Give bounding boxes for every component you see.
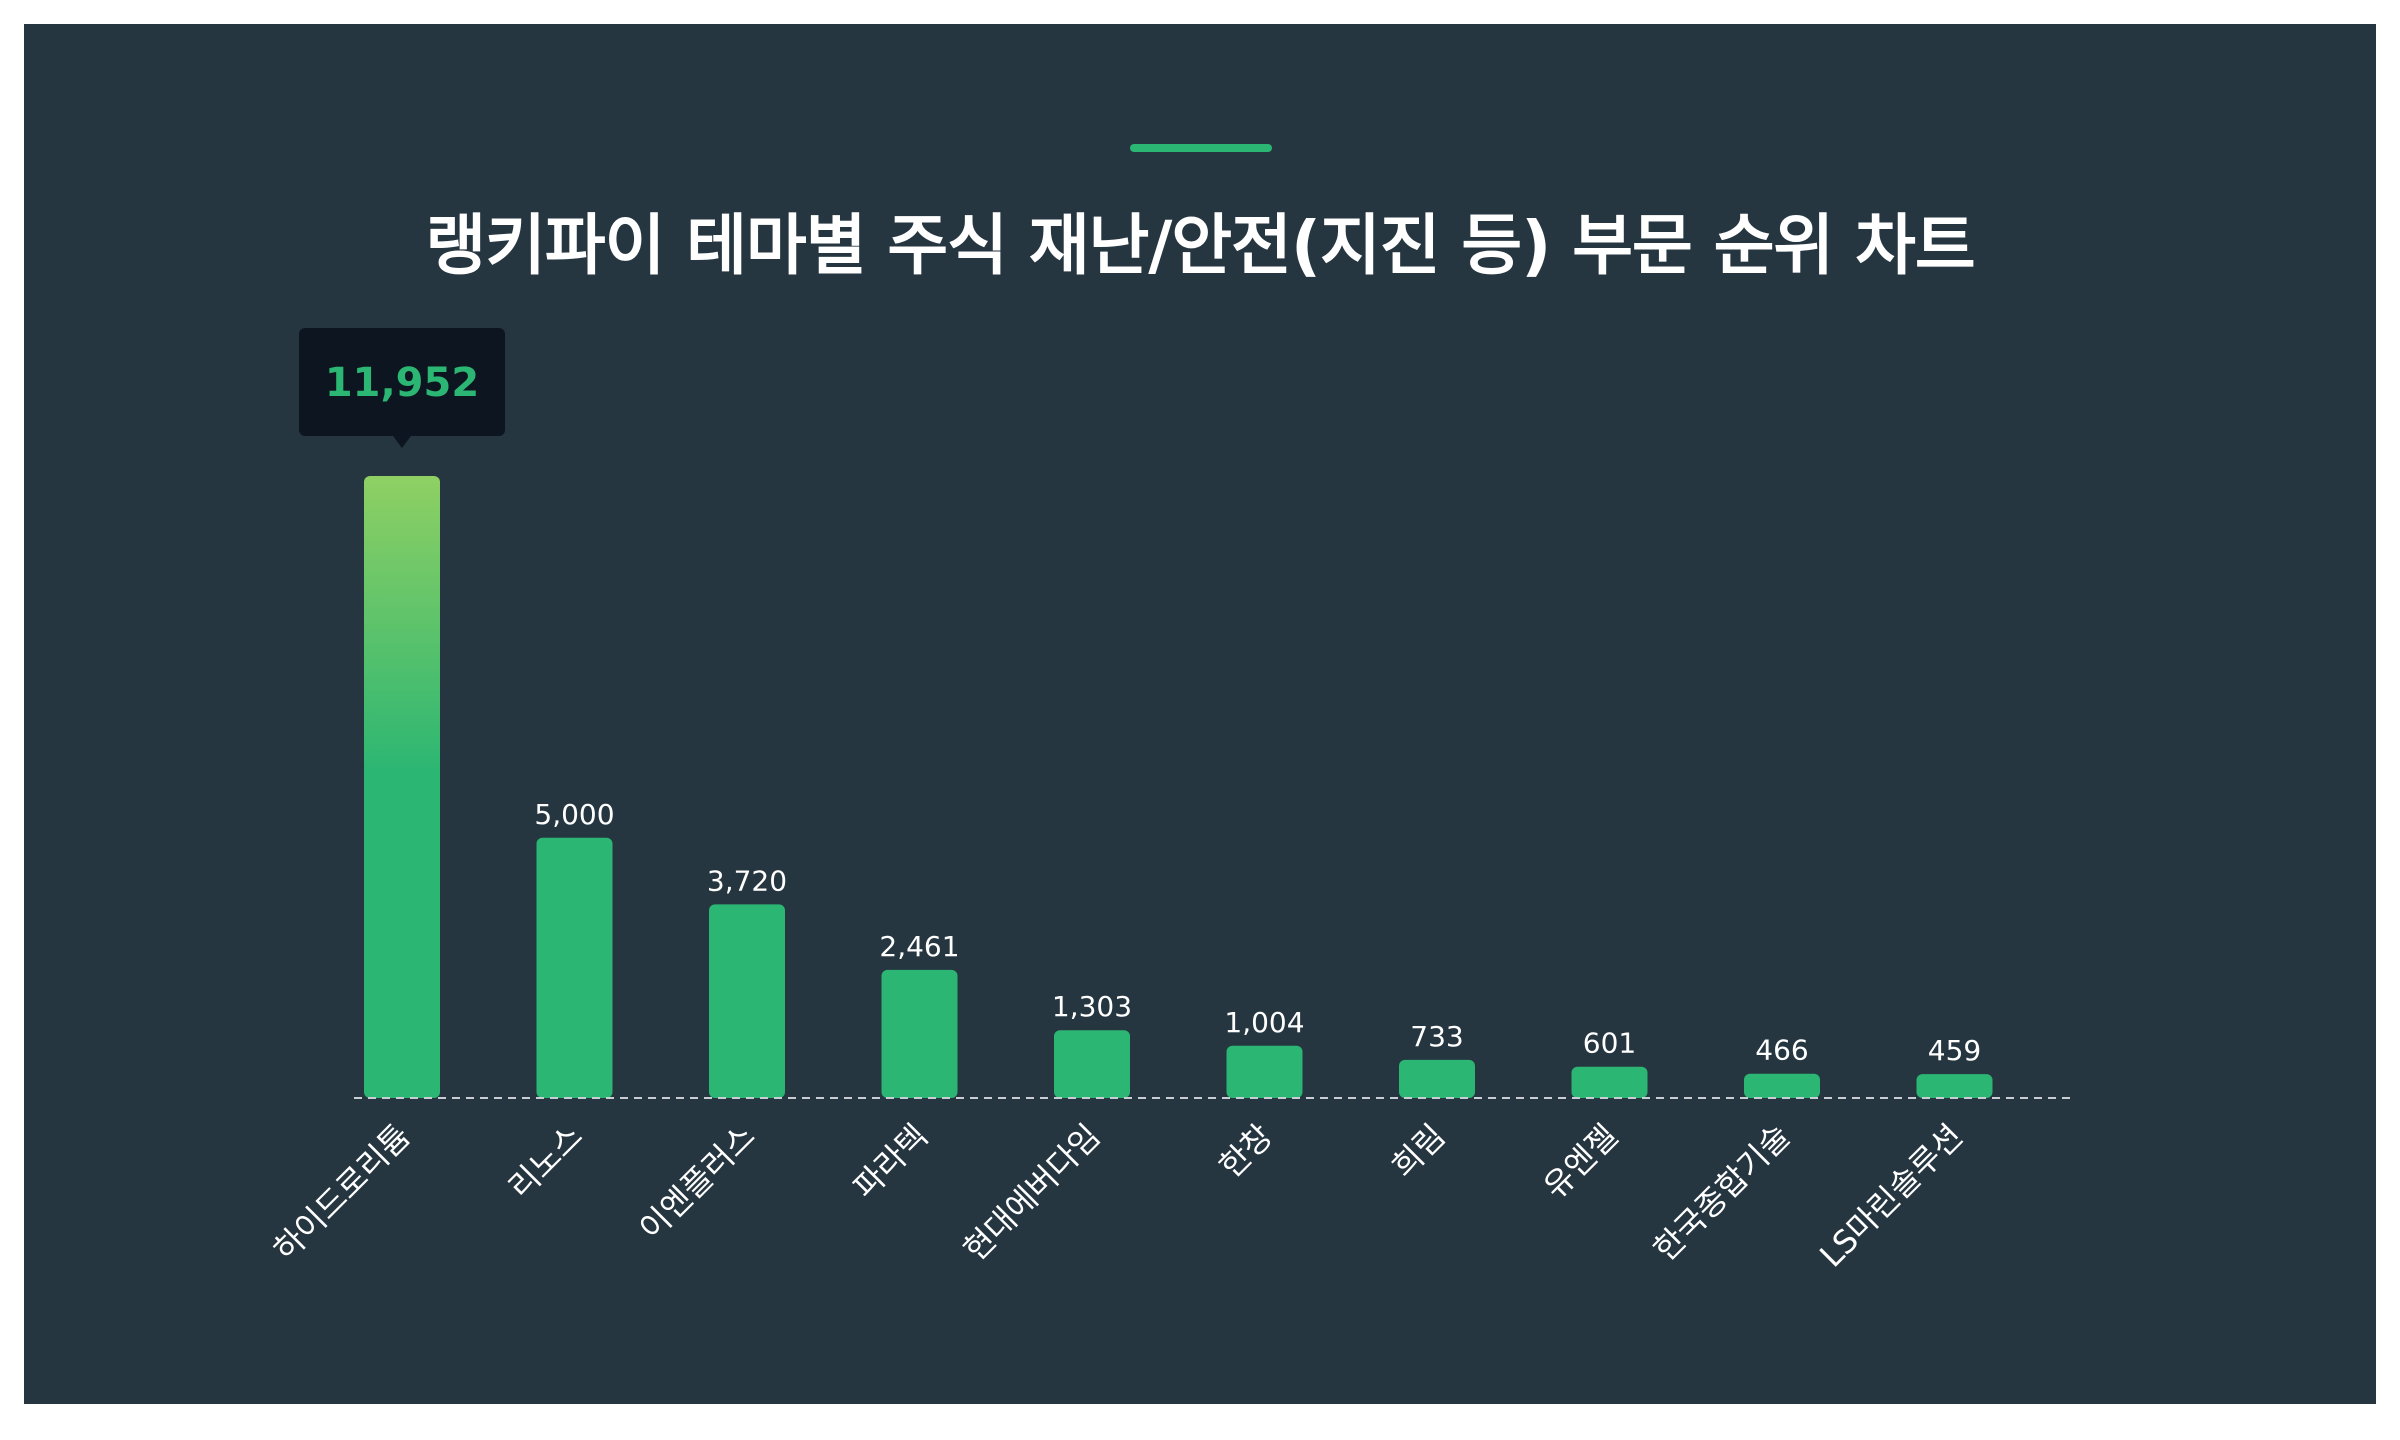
bar-10[interactable] [1916,1074,1993,1098]
value-label-8: 601 [1583,1027,1636,1060]
value-label-6: 1,004 [1224,1006,1304,1039]
bar-3[interactable] [709,904,785,1098]
chart-card: 랭키파이 테마별 주식 재난/안전(지진 등) 부문 순위 차트 하이드로리튬 5… [24,24,2376,1404]
category-label-6: 한창 [1212,1117,1281,1186]
value-label-4: 2,461 [879,930,959,963]
tooltip: 11,952 [299,328,505,448]
category-label-2: 리노스 [501,1117,590,1206]
bar-7[interactable] [1399,1059,1475,1098]
category-label-8: 유엔젤 [1536,1117,1625,1206]
bar-4[interactable] [881,969,958,1098]
category-label-10: LS마린솔루션 [1812,1117,1970,1275]
bar-chart: 하이드로리튬 5,000 리노스 3,720 이엔플러스 2,461 파라텍 1,303 현대에… [266,328,2074,1275]
chart-title: 랭키파이 테마별 주식 재난/안전(지진 등) 부문 순위 차트 [425,207,1975,284]
value-label-3: 3,720 [707,864,787,897]
bar-8[interactable] [1571,1066,1648,1098]
category-label-7: 희림 [1384,1117,1453,1186]
bar-1[interactable] [364,476,440,1098]
value-label-9: 466 [1755,1034,1808,1067]
value-label-10: 459 [1928,1034,1981,1067]
value-label-2: 5,000 [534,798,614,831]
tooltip-box [299,328,505,436]
value-label-7: 733 [1410,1020,1463,1053]
category-label-1: 하이드로리튬 [266,1117,418,1269]
bar-5[interactable] [1054,1030,1130,1098]
bar-9[interactable] [1744,1073,1820,1098]
category-label-4: 파라텍 [846,1117,935,1206]
bar-6[interactable] [1226,1045,1303,1098]
bar-2[interactable] [536,837,613,1098]
accent-line [1130,144,1272,152]
category-label-5: 현대에버다임 [956,1117,1108,1269]
value-label-5: 1,303 [1052,990,1132,1023]
tooltip-pointer [393,436,411,448]
tooltip-value: 11,952 [325,360,479,406]
category-label-3: 이엔플러스 [632,1117,763,1248]
category-label-9: 한국종합기술 [1646,1117,1798,1269]
